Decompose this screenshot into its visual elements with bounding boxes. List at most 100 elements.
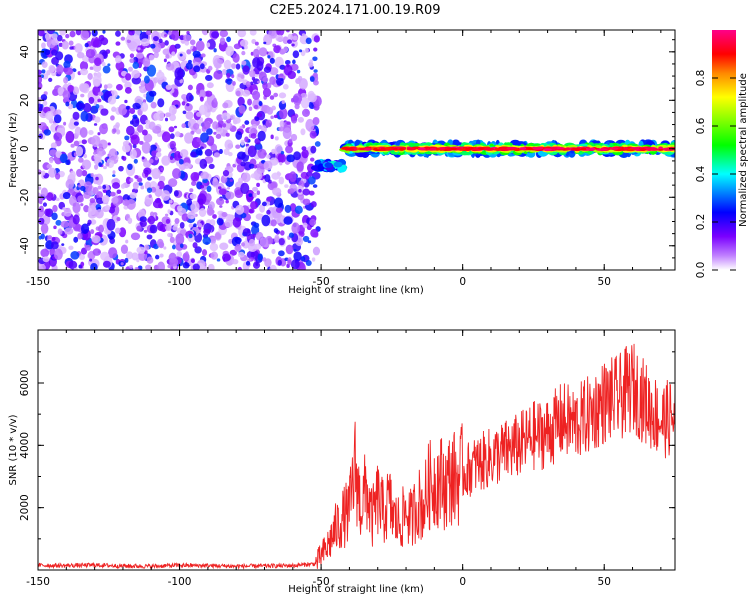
heatmap-cell — [310, 201, 317, 208]
heatmap-cell — [282, 127, 292, 140]
heatmap-cell — [205, 74, 213, 82]
heatmap-cell — [233, 43, 241, 50]
heatmap-cell — [312, 72, 318, 79]
heatmap-cell — [174, 43, 181, 49]
heatmap-cell — [184, 253, 188, 258]
heatmap-cell — [215, 197, 225, 206]
heatmap-cell — [244, 120, 250, 125]
heatmap-cell — [129, 58, 135, 64]
heatmap-cell — [120, 183, 126, 189]
heatmap-cell — [75, 30, 82, 36]
heatmap-cell — [232, 53, 240, 63]
heatmap-cell — [290, 259, 300, 270]
heatmap-cell — [269, 264, 277, 270]
heatmap-cell — [218, 218, 224, 225]
heatmap-cell — [78, 157, 84, 163]
heatmap-cell — [298, 188, 302, 193]
heatmap-cell — [99, 123, 108, 135]
heatmap-cell — [146, 187, 153, 193]
heatmap-cell — [242, 228, 251, 237]
colorbar-ticks: 0.0 0.2 0.4 0.6 0.8 — [695, 70, 736, 278]
heatmap-cell — [173, 150, 182, 161]
heatmap-cell — [74, 126, 82, 136]
heatmap-cell — [310, 145, 317, 154]
heatmap-cell — [77, 232, 83, 240]
heatmap-cell — [269, 67, 279, 76]
heatmap-cell — [98, 224, 105, 233]
heatmap-cell — [292, 93, 303, 104]
heatmap-cell — [203, 228, 211, 236]
heatmap-cell — [311, 257, 316, 262]
heatmap-cell — [110, 115, 115, 121]
heatmap-cell — [163, 33, 168, 37]
heatmap-cell — [296, 69, 301, 74]
heatmap-cell — [44, 49, 51, 56]
heatmap-cell — [284, 204, 292, 213]
heatmap-cell — [188, 223, 194, 228]
heatmap-cell — [154, 156, 159, 161]
heatmap-cell — [161, 190, 171, 201]
heatmap-cell — [306, 163, 315, 173]
heatmap-cell — [589, 147, 596, 151]
heatmap-cell — [314, 141, 321, 147]
heatmap-cell — [258, 124, 263, 130]
heatmap-cell — [192, 122, 200, 130]
heatmap-cell — [256, 112, 263, 118]
heatmap-cell — [250, 201, 258, 210]
heatmap-cell — [176, 205, 183, 212]
heatmap-cell — [111, 106, 117, 112]
heatmap-cell — [244, 136, 249, 143]
heatmap-cell — [262, 257, 267, 262]
heatmap-cell — [241, 172, 251, 183]
spectrogram-heatmap — [38, 30, 675, 270]
heatmap-cell — [51, 57, 59, 65]
heatmap-cell — [271, 148, 276, 155]
heatmap-cell — [313, 47, 318, 52]
heatmap-cell — [179, 243, 184, 249]
heatmap-cell — [187, 59, 192, 64]
heatmap-cell — [206, 128, 213, 135]
heatmap-cell — [112, 174, 116, 178]
heatmap-cell — [231, 258, 239, 265]
heatmap-cell — [108, 148, 118, 161]
heatmap-cell — [197, 83, 204, 91]
heatmap-cell — [93, 123, 98, 126]
heatmap-cell — [279, 161, 283, 166]
heatmap-cell — [300, 128, 306, 136]
heatmap-cell — [253, 169, 263, 181]
heatmap-cell — [169, 113, 176, 122]
heatmap-cell — [269, 57, 275, 64]
heatmap-cell — [163, 246, 167, 250]
heatmap-cell — [225, 191, 235, 200]
heatmap-cell — [304, 47, 309, 54]
heatmap-cell — [281, 99, 286, 104]
heatmap-cell — [125, 105, 130, 110]
heatmap-cell — [94, 57, 102, 67]
heatmap-cell — [238, 104, 246, 114]
heatmap-cell — [248, 163, 255, 169]
heatmap-cell — [209, 242, 219, 252]
heatmap-cell — [128, 30, 135, 36]
heatmap-cell — [204, 193, 212, 203]
heatmap-cell — [251, 76, 256, 81]
heatmap-cell — [364, 147, 373, 151]
heatmap-cell — [155, 110, 165, 121]
heatmap-cell — [51, 33, 58, 40]
heatmap-cell — [89, 219, 97, 225]
heatmap-cell — [92, 187, 99, 195]
heatmap-cell — [44, 208, 51, 217]
heatmap-cell — [308, 61, 314, 68]
heatmap-cell — [140, 185, 145, 190]
heatmap-cell — [398, 148, 405, 151]
heatmap-cell — [138, 182, 143, 186]
heatmap-cell — [107, 142, 111, 146]
heatmap-cell — [63, 121, 67, 126]
heatmap-cell — [65, 178, 75, 189]
heatmap-cell — [275, 34, 284, 42]
heatmap-cell — [65, 101, 70, 107]
heatmap-cell — [128, 66, 133, 72]
heatmap-cell — [124, 87, 132, 94]
y-tick-label: -40 — [19, 237, 31, 254]
heatmap-cell — [129, 264, 134, 269]
heatmap-cell — [169, 236, 175, 244]
